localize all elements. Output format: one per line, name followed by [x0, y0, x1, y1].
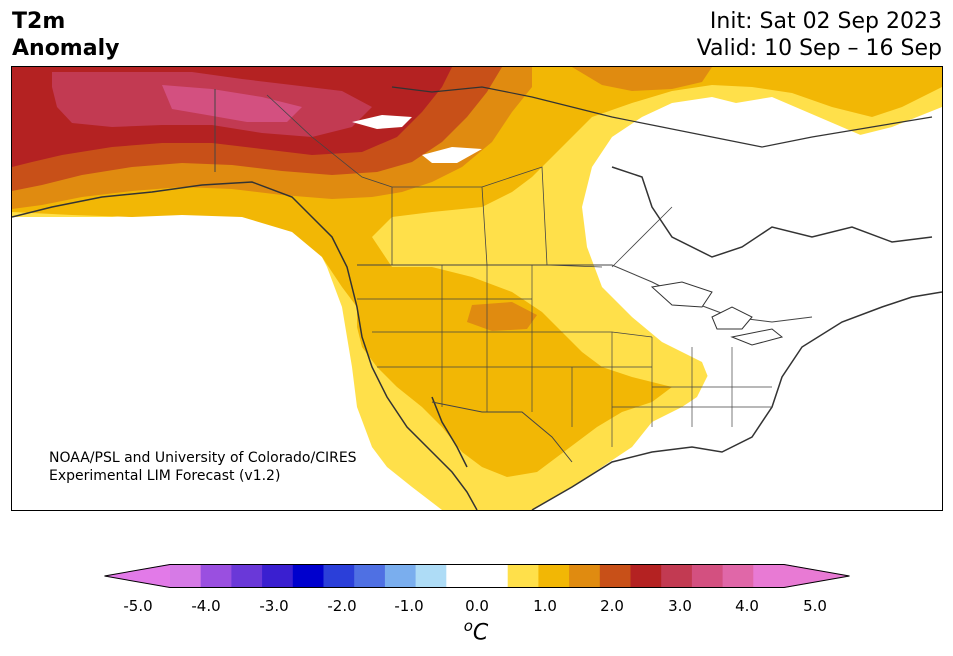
colorbar-tick-label: 3.0	[668, 597, 692, 615]
hudson-bay-region	[572, 97, 942, 510]
colorbar-segment	[415, 564, 447, 588]
colorbar-outline	[104, 564, 850, 588]
colorbar-tick-label: -3.0	[259, 597, 289, 615]
colorbar-segment	[292, 564, 324, 588]
border-us-mexico	[431, 401, 573, 463]
great-slave-lake	[422, 147, 482, 163]
border-us-canada	[357, 264, 813, 323]
variable-title-line1: T2m	[12, 9, 66, 34]
variable-title-line2: Anomaly	[12, 36, 120, 61]
colorbar-tick-label: -2.0	[327, 597, 357, 615]
date-info: Init: Sat 02 Sep 2023 Valid: 10 Sep – 16…	[697, 8, 942, 62]
units-prefix: o	[463, 617, 473, 635]
anomaly-contour-35	[162, 85, 302, 122]
colorbar-tick-label: -5.0	[123, 597, 153, 615]
colorbar-tick-label: 4.0	[735, 597, 759, 615]
colorbar-over-triangle	[784, 564, 850, 588]
coastline-gulf	[531, 291, 942, 510]
colorbar-segment	[753, 564, 785, 588]
colorbar-segment	[231, 564, 263, 588]
colorbar-segment	[354, 564, 386, 588]
colorbar-segment	[569, 564, 601, 588]
us-states	[357, 265, 772, 447]
colorbar-segment	[691, 564, 724, 588]
colorbar-segment	[507, 564, 539, 588]
anomaly-contour-15-east	[572, 67, 712, 91]
colorbar-units: oC	[464, 617, 489, 645]
anomaly-map	[11, 66, 943, 511]
colorbar-segment	[599, 564, 631, 588]
colorbar-segment	[477, 564, 509, 588]
credit-line1: NOAA/PSL and University of Colorado/CIRE…	[49, 450, 357, 466]
coastline-west	[12, 181, 478, 510]
colorbar-tick-label: 2.0	[600, 597, 624, 615]
colorbar-segment	[170, 564, 202, 588]
colorbar-segment	[661, 564, 693, 588]
colorbar-segment	[262, 564, 294, 588]
init-date: Init: Sat 02 Sep 2023	[709, 9, 942, 34]
colorbar-tick-label: 5.0	[803, 597, 827, 615]
colorbar-segment	[323, 564, 355, 588]
colorbar	[104, 564, 850, 588]
colorbar-segment	[538, 564, 570, 588]
coastline-arctic	[391, 86, 933, 148]
great-bear-lake	[352, 115, 412, 129]
anomaly-contour-15-rockies	[467, 302, 537, 331]
variable-title: T2m Anomaly	[12, 8, 119, 62]
canada-provinces	[266, 94, 673, 268]
valid-range: Valid: 10 Sep – 16 Sep	[696, 36, 942, 61]
colorbar-segment	[722, 564, 754, 588]
credit-line2: Experimental LIM Forecast (v1.2)	[49, 468, 281, 484]
great-lakes	[650, 281, 784, 346]
colorbar-tick-label: 0.0	[465, 597, 489, 615]
colorbar-segment	[446, 564, 478, 588]
colorbar-under-triangle	[104, 564, 170, 588]
colorbar-tick-label: -1.0	[394, 597, 424, 615]
colorbar-segment	[384, 564, 417, 588]
units-label: C	[472, 620, 489, 646]
coastline-hudson	[611, 166, 933, 258]
colorbar-tick-label: 1.0	[533, 597, 557, 615]
colorbar-segment	[630, 564, 662, 588]
map-canvas	[12, 67, 942, 510]
colorbar-segment	[200, 564, 232, 588]
forecast-credit: NOAA/PSL and University of Colorado/CIRE…	[49, 449, 357, 485]
colorbar-tick-label: -4.0	[191, 597, 221, 615]
coastline-baja	[431, 396, 468, 468]
